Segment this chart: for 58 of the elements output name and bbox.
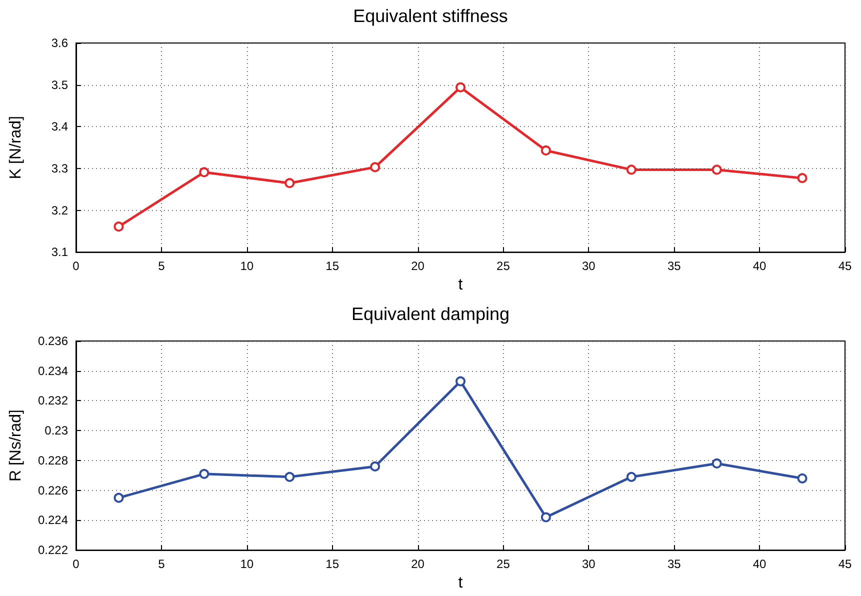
point (540, 512, 551, 522)
y-tick-label: 0.232 (38, 394, 68, 408)
y-tick-label: 0.228 (38, 453, 68, 468)
y-tick-label: 0.224 (38, 513, 68, 528)
x-tick-label: 10 (240, 557, 254, 572)
point (199, 468, 210, 479)
point (626, 472, 636, 482)
x-tick-label: 35 (667, 259, 682, 274)
x-tick-label: 15 (326, 557, 340, 572)
x-tick-label: 15 (326, 259, 340, 274)
point (797, 173, 808, 184)
x-tick-label: 5 (158, 557, 166, 572)
point (370, 162, 380, 172)
x-tick-label: 45 (838, 557, 852, 572)
x-axis-title: t (458, 276, 464, 294)
y-tick-label: 3.3 (51, 161, 68, 176)
x-tick-label: 35 (667, 557, 682, 572)
x-tick-label: 0 (72, 259, 80, 274)
x-axis-title: t (458, 574, 464, 592)
y-tick-label: 3.1 (51, 245, 68, 260)
x-tick-label: 20 (411, 259, 425, 274)
x-tick-label: 20 (411, 557, 425, 572)
x-tick-label: 30 (582, 557, 596, 572)
x-tick-label: 25 (496, 259, 510, 274)
y-tick-label: 0.23 (44, 424, 68, 438)
point (540, 145, 551, 156)
point (284, 472, 295, 482)
point (626, 164, 636, 175)
point (199, 167, 210, 178)
x-tick-label: 45 (838, 259, 852, 274)
y-axis-title: R [Ns/rad] (8, 410, 24, 482)
y-tick-label: 0.236 (38, 334, 68, 348)
x-tick-label: 10 (240, 259, 254, 274)
point (114, 492, 124, 503)
point (456, 82, 466, 92)
y-axis-title: K [N/rad] (8, 116, 24, 180)
x-tick-label: 0 (72, 557, 80, 572)
y-tick-label: 0.226 (38, 483, 68, 498)
y-tick-label: 0.222 (38, 543, 68, 558)
point (712, 164, 722, 175)
x-tick-label: 5 (158, 259, 166, 274)
y-tick-label: 3.6 (51, 36, 68, 50)
y-tick-label: 0.234 (38, 364, 68, 378)
y-tick-label: 3.4 (51, 120, 68, 134)
point (114, 222, 124, 232)
chart-title: Equivalent stiffness (353, 6, 508, 26)
point (284, 178, 295, 188)
x-tick-label: 30 (582, 259, 596, 274)
point (456, 376, 466, 386)
point (712, 458, 722, 468)
x-tick-label: 40 (752, 557, 767, 572)
y-tick-label: 3.2 (51, 203, 68, 218)
x-tick-label: 40 (752, 259, 767, 274)
x-tick-label: 25 (496, 557, 510, 572)
chart-title: Equivalent damping (351, 304, 510, 324)
point (370, 461, 380, 472)
point (797, 473, 808, 484)
y-tick-label: 3.5 (51, 78, 68, 92)
